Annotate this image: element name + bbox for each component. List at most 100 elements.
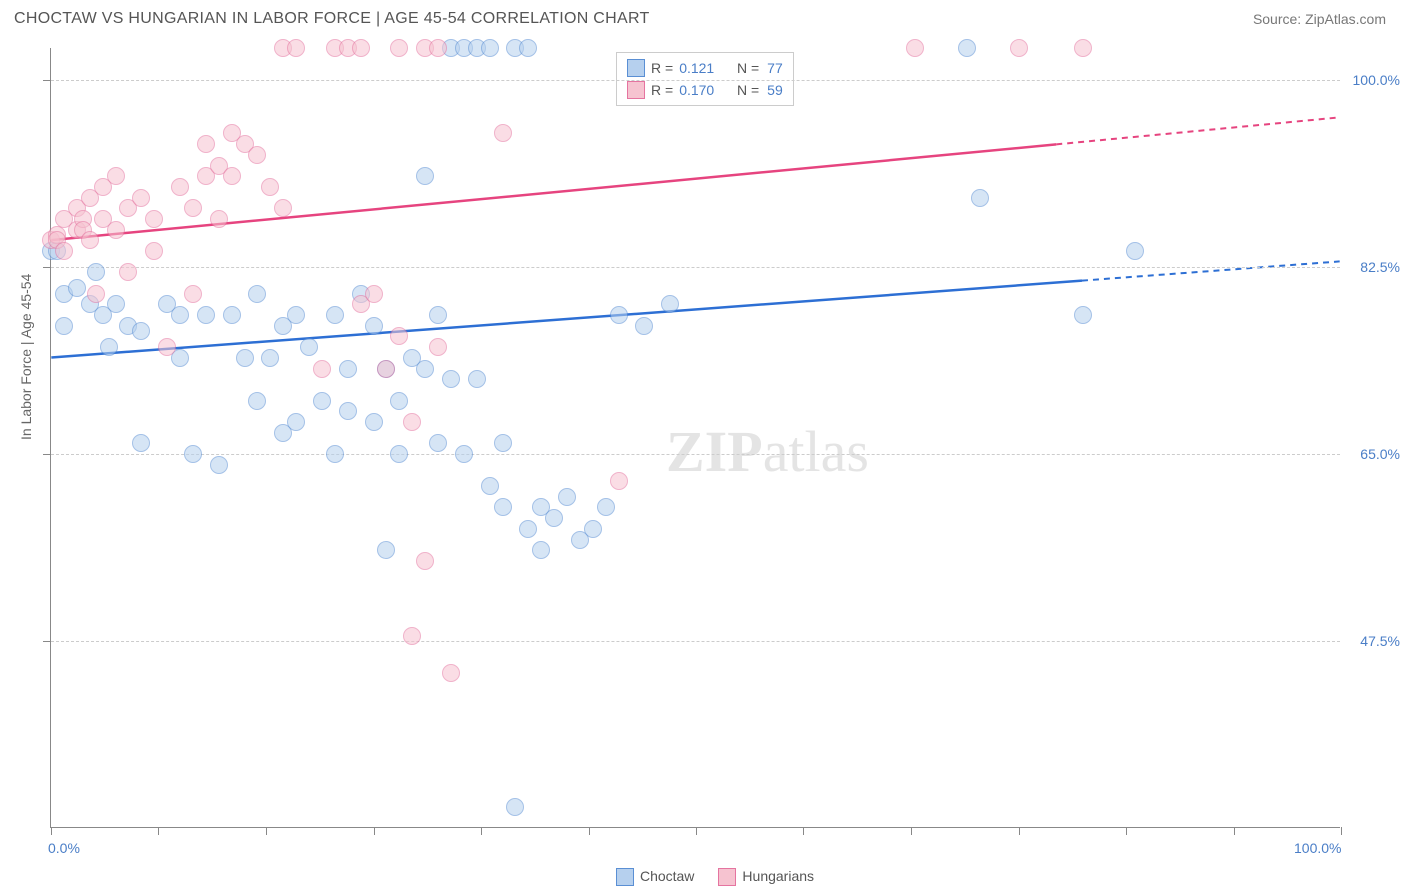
x-tick [266,827,267,835]
data-point-hungarians [81,231,99,249]
data-point-choctaw [261,349,279,367]
data-point-choctaw [313,392,331,410]
x-axis-max-label: 100.0% [1294,840,1341,856]
legend-swatch [718,868,736,886]
data-point-choctaw [377,541,395,559]
y-tick-label: 65.0% [1345,446,1400,462]
data-point-choctaw [429,306,447,324]
data-point-hungarians [197,135,215,153]
data-point-hungarians [107,221,125,239]
data-point-choctaw [55,317,73,335]
legend-swatch [616,868,634,886]
data-point-hungarians [390,39,408,57]
data-point-choctaw [635,317,653,335]
data-point-choctaw [87,263,105,281]
data-point-hungarians [171,178,189,196]
data-point-choctaw [468,370,486,388]
y-tick-label: 47.5% [1345,633,1400,649]
grid-line [51,267,1340,268]
data-point-choctaw [390,392,408,410]
data-point-choctaw [197,306,215,324]
data-point-choctaw [429,434,447,452]
data-point-choctaw [68,279,86,297]
data-point-choctaw [365,317,383,335]
data-point-choctaw [481,39,499,57]
legend-row: R =0.170 N =59 [627,79,783,101]
data-point-choctaw [236,349,254,367]
data-point-choctaw [107,295,125,313]
data-point-choctaw [481,477,499,495]
x-tick [1341,827,1342,835]
grid-line [51,454,1340,455]
x-tick [696,827,697,835]
y-tick [43,80,51,81]
x-tick [158,827,159,835]
data-point-choctaw [519,520,537,538]
data-point-hungarians [210,210,228,228]
data-point-choctaw [339,402,357,420]
data-point-choctaw [223,306,241,324]
data-point-hungarians [352,39,370,57]
data-point-hungarians [87,285,105,303]
data-point-hungarians [365,285,383,303]
data-point-hungarians [1010,39,1028,57]
watermark: ZIPatlas [666,418,869,485]
data-point-choctaw [506,798,524,816]
x-axis-min-label: 0.0% [48,840,80,856]
data-point-choctaw [958,39,976,57]
data-point-choctaw [1126,242,1144,260]
data-point-choctaw [287,413,305,431]
data-point-hungarians [313,360,331,378]
data-point-hungarians [158,338,176,356]
data-point-choctaw [545,509,563,527]
data-point-choctaw [442,370,460,388]
data-point-choctaw [248,392,266,410]
data-point-hungarians [287,39,305,57]
data-point-hungarians [55,242,73,260]
x-tick [911,827,912,835]
y-tick [43,267,51,268]
data-point-hungarians [610,472,628,490]
data-point-choctaw [184,445,202,463]
data-point-hungarians [906,39,924,57]
data-point-choctaw [532,541,550,559]
data-point-hungarians [261,178,279,196]
grid-line [51,641,1340,642]
data-point-choctaw [610,306,628,324]
data-point-choctaw [1074,306,1092,324]
source-label: Source: ZipAtlas.com [1253,11,1386,27]
x-tick [803,827,804,835]
data-point-choctaw [339,360,357,378]
x-tick [374,827,375,835]
data-point-hungarians [223,167,241,185]
data-point-hungarians [390,327,408,345]
data-point-hungarians [248,146,266,164]
data-point-hungarians [494,124,512,142]
data-point-choctaw [100,338,118,356]
data-point-choctaw [390,445,408,463]
data-point-choctaw [287,306,305,324]
data-point-choctaw [248,285,266,303]
y-tick-label: 82.5% [1345,259,1400,275]
data-point-hungarians [145,210,163,228]
data-point-choctaw [326,445,344,463]
chart-title: CHOCTAW VS HUNGARIAN IN LABOR FORCE | AG… [14,10,650,28]
y-tick [43,454,51,455]
data-point-choctaw [971,189,989,207]
data-point-choctaw [494,498,512,516]
data-point-hungarians [145,242,163,260]
correlation-legend: R =0.121 N =77 R =0.170 N =59 [616,52,794,106]
data-point-choctaw [416,360,434,378]
legend-label: Hungarians [742,868,814,884]
data-point-hungarians [274,199,292,217]
legend-row: R =0.121 N =77 [627,57,783,79]
data-point-hungarians [184,199,202,217]
x-tick [51,827,52,835]
data-point-hungarians [429,338,447,356]
data-point-choctaw [494,434,512,452]
data-point-choctaw [300,338,318,356]
x-tick [1126,827,1127,835]
data-point-choctaw [132,322,150,340]
x-tick [481,827,482,835]
data-point-choctaw [171,306,189,324]
